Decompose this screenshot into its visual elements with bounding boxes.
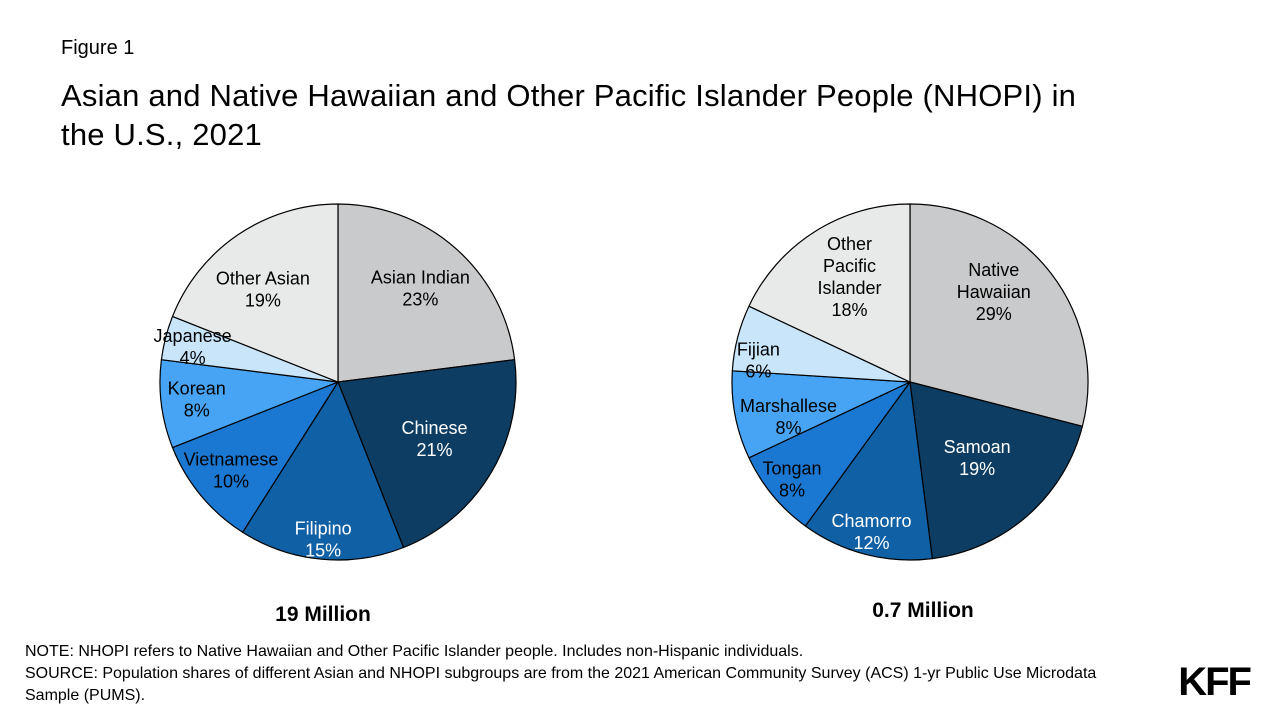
pie-label-chinese: Chinese 21% — [401, 418, 467, 460]
pie-label-filipino: Filipino 15% — [295, 519, 352, 561]
pie-slice-korean — [159, 359, 339, 449]
note-text: NOTE: NHOPI refers to Native Hawaiian an… — [25, 643, 804, 660]
pie-label-other-pacific-islander: Other Pacific Islander 18% — [817, 234, 881, 320]
pie-slice-marshallese — [731, 370, 911, 459]
pie-label-chamorro: Chamorro 12% — [831, 511, 911, 553]
pie-label-other-asian: Other Asian 19% — [216, 268, 310, 310]
pie-slice-other-pacific-islander — [748, 203, 911, 383]
pie-label-samoan: Samoan 19% — [944, 437, 1011, 479]
pie-slice-chinese — [337, 359, 517, 549]
pie-label-fijian: Fijian 6% — [737, 340, 780, 382]
kff-logo: KFF — [1178, 660, 1252, 704]
nhopi-pie-total-label: 0.7 Million — [872, 599, 974, 622]
source-text: SOURCE: Population shares of different A… — [25, 665, 1097, 704]
pie-label-korean: Korean 8% — [168, 378, 226, 420]
pie-slice-tongan — [748, 381, 911, 527]
pie-label-native-hawaiian: Native Hawaiian 29% — [957, 260, 1031, 324]
nhopi-pie-chart: Native Hawaiian 29% Samoan 19% Chamorro 12%Ton… — [731, 203, 1089, 561]
page-title: Asian and Native Hawaiian and Other Paci… — [61, 78, 1077, 152]
pie-slice-native-hawaiian — [909, 203, 1089, 427]
pie-label-japanese: Japanese 4% — [154, 326, 232, 368]
pie-label-tongan: Tongan 8% — [762, 459, 821, 501]
pie-label-asian-indian: Asian Indian 23% — [371, 268, 470, 310]
pie-slice-asian-indian — [337, 203, 516, 383]
figure-number-label: Figure 1 — [61, 37, 135, 59]
pie-label-marshallese: Marshallese 8% — [740, 396, 837, 438]
pie-slice-samoan — [909, 381, 1084, 560]
pie-slice-chamorro — [804, 381, 933, 561]
pie-slice-vietnamese — [171, 381, 339, 533]
footnotes: NOTE: NHOPI refers to Native Hawaiian an… — [25, 641, 1130, 707]
pie-label-vietnamese: Vietnamese 10% — [184, 450, 279, 492]
asian-pie-chart: Asian Indian 23% Chinese 21% Filipino 15% Viet… — [154, 203, 517, 561]
asian-pie-total-label: 19 Million — [275, 603, 371, 626]
pie-slice-other-asian — [171, 203, 339, 383]
pie-slice-filipino — [242, 381, 405, 561]
